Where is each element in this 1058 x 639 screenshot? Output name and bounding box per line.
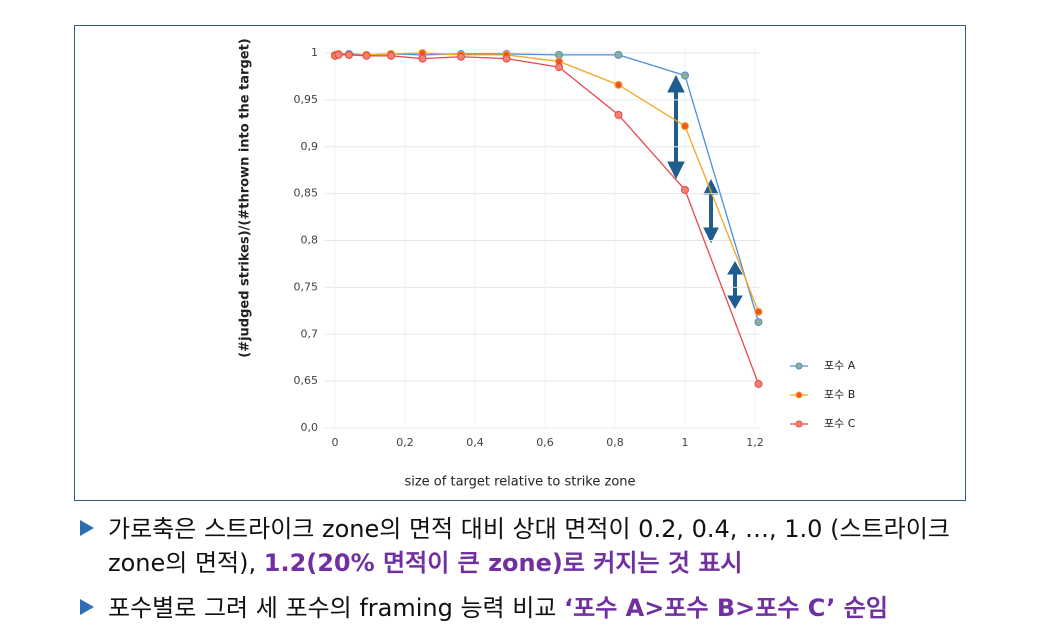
data-point (614, 110, 623, 119)
chart-frame (74, 25, 966, 501)
x-tick-label: 1 (682, 436, 689, 449)
bullet-text: 포수별로 그려 세 포수의 framing 능력 비교 (108, 594, 565, 622)
data-point (614, 80, 623, 89)
data-point (681, 71, 689, 80)
bullet: 가로축은 스트라이크 zone의 면적 대비 상대 면적이 0.2, 0.4, … (80, 512, 980, 580)
legend-label: 포수 A (824, 359, 856, 372)
legend-marker (795, 420, 803, 428)
legend-label: 포수 C (824, 417, 856, 430)
y-tick-label: 0,85 (294, 187, 319, 200)
x-tick-label: 0 (332, 436, 339, 449)
y-tick-label: 0,7 (301, 327, 319, 340)
bullet-highlight: ‘포수 A>포수 B>포수 C’ 순임 (564, 594, 888, 622)
data-point (418, 54, 427, 63)
data-point (345, 50, 353, 59)
x-tick-label: 0,8 (606, 436, 624, 449)
bullet-text: 가로축은 스트라이크 zone의 면적 대비 상대 면적이 0.2, 0.4, … (108, 515, 950, 577)
annotation-arrows (667, 74, 743, 309)
y-tick-label: 0,9 (301, 140, 319, 153)
y-tick-label: 0,95 (294, 93, 319, 106)
x-tick-label: 0,4 (466, 436, 484, 449)
data-point (614, 50, 623, 59)
y-tick-label: 1 (311, 46, 318, 59)
y-tick-label: 0,75 (294, 280, 319, 293)
y-tick-label: 0,8 (301, 234, 319, 247)
data-point (502, 54, 511, 63)
chart: (#judged strikes)/(#thrown into the targ… (74, 25, 966, 501)
legend-marker (795, 391, 803, 399)
data-point (555, 50, 563, 59)
bullet-highlight: 1.2(20% 면적이 큰 zone)로 커지는 것 표시 (263, 549, 743, 577)
data-point (362, 51, 371, 60)
x-tick-label: 0,2 (396, 436, 414, 449)
x-tick-label: 0,6 (536, 436, 554, 449)
data-point (754, 307, 763, 316)
x-tick-label: 1,2 (746, 436, 764, 449)
data-point (457, 52, 465, 61)
data-point (681, 122, 689, 131)
x-axis-title: size of target relative to strike zone (404, 475, 635, 490)
data-point (387, 51, 395, 60)
data-point (681, 185, 689, 194)
y-tick-label: 0,65 (294, 374, 319, 387)
bullet: 포수별로 그려 세 포수의 framing 능력 비교 ‘포수 A>포수 B>포… (80, 591, 980, 625)
legend-marker (795, 362, 803, 370)
y-tick-label: 0,0 (301, 421, 319, 434)
data-point (754, 318, 763, 327)
data-point (334, 50, 343, 59)
data-point (754, 379, 763, 388)
y-axis-title: (#judged strikes)/(#thrown into the targ… (238, 38, 253, 357)
legend-label: 포수 B (824, 388, 855, 401)
data-point (555, 63, 563, 72)
